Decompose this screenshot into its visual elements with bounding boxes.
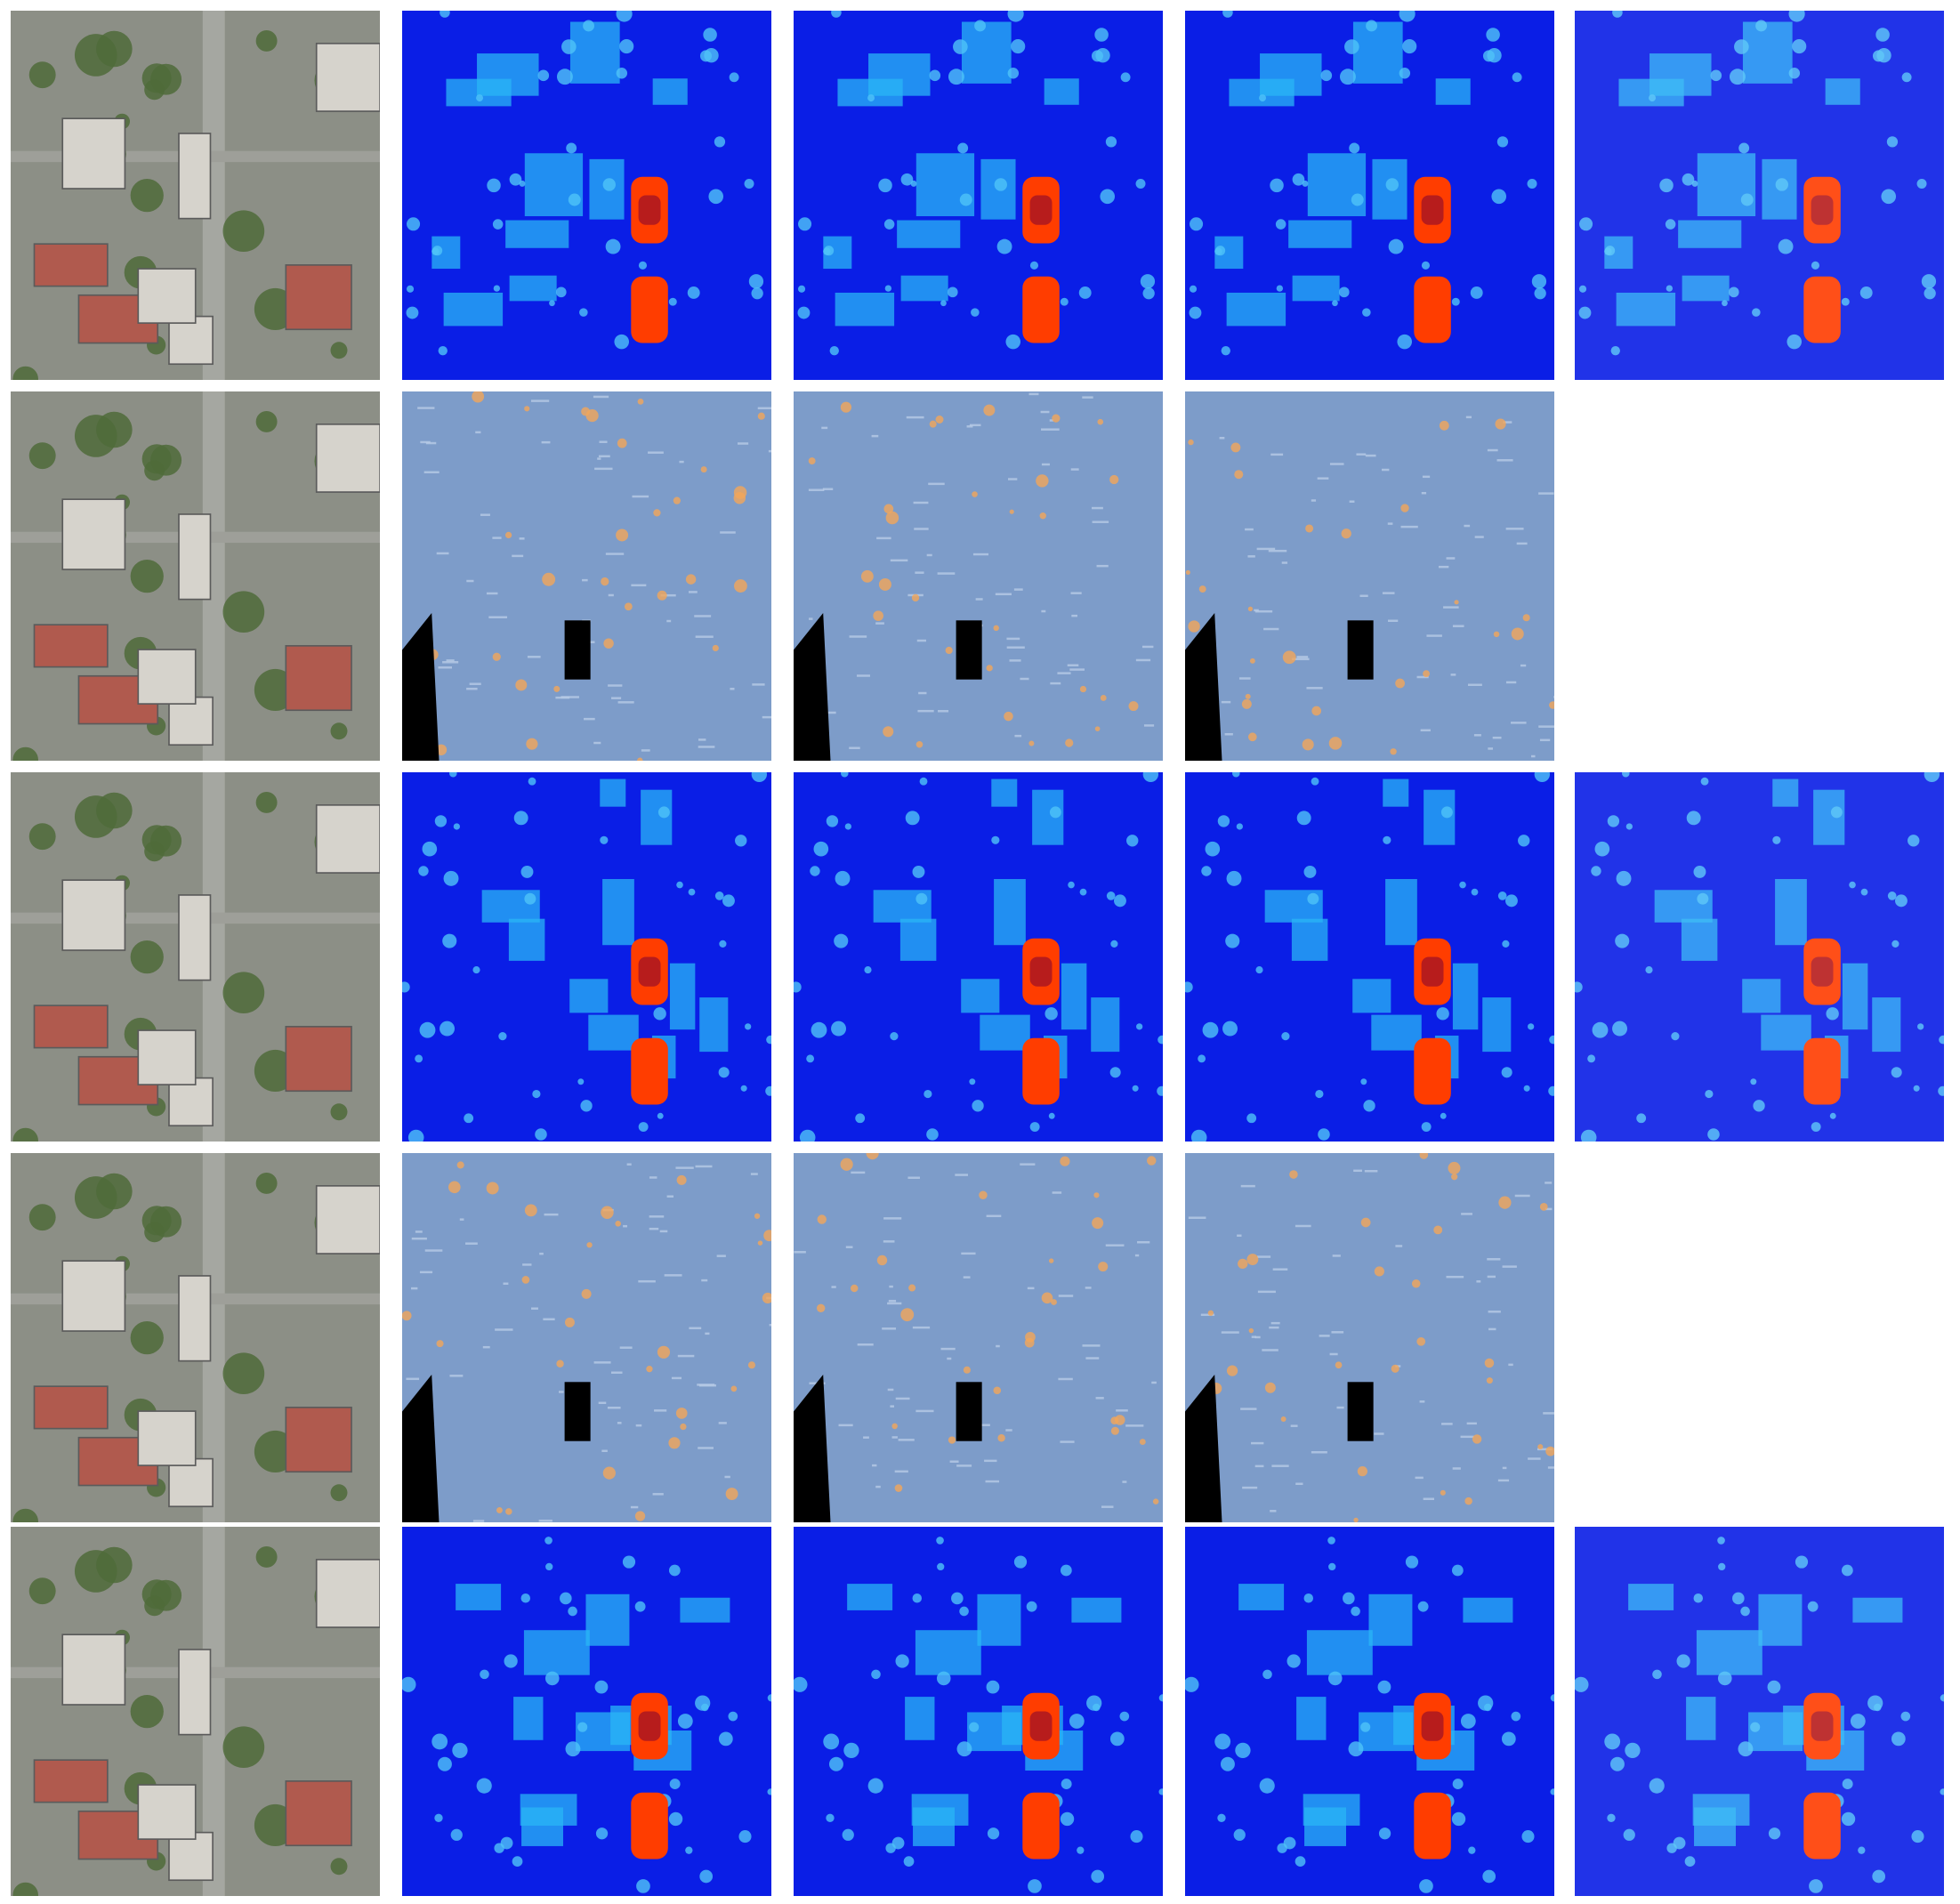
aerial-image (11, 1527, 380, 1896)
aerial-image (11, 772, 380, 1142)
heightmap-panel (1575, 1527, 1944, 1896)
empty-panel (1575, 1153, 1944, 1522)
error-image (402, 1153, 771, 1522)
aerial-image (11, 1153, 380, 1522)
aerial-image (11, 11, 380, 380)
heightmap-image (1575, 772, 1944, 1142)
heightmap-image (1575, 11, 1944, 380)
heightmap-panel (794, 11, 1163, 380)
error-image (794, 1153, 1163, 1522)
heightmap-panel (402, 11, 771, 380)
error-panel (794, 391, 1163, 761)
aerial-panel (11, 1527, 380, 1896)
error-panel (402, 391, 771, 761)
error-image (1185, 391, 1554, 761)
heightmap-image (1185, 1527, 1554, 1896)
heightmap-panel (1575, 11, 1944, 380)
heightmap-image (402, 1527, 771, 1896)
heightmap-image (402, 11, 771, 380)
heightmap-panel (402, 772, 771, 1142)
error-image (794, 391, 1163, 761)
empty-panel (1575, 391, 1944, 761)
error-image (402, 391, 771, 761)
error-panel (402, 1153, 771, 1522)
error-panel (1185, 1153, 1554, 1522)
aerial-panel (11, 1153, 380, 1522)
aerial-panel (11, 391, 380, 761)
error-image (1185, 1153, 1554, 1522)
error-panel (794, 1153, 1163, 1522)
heightmap-image (794, 1527, 1163, 1896)
heightmap-image (794, 11, 1163, 380)
heightmap-panel (1185, 772, 1554, 1142)
heightmap-panel (402, 1527, 771, 1896)
error-panel (1185, 391, 1554, 761)
heightmap-panel (794, 772, 1163, 1142)
heightmap-panel (1575, 772, 1944, 1142)
aerial-panel (11, 11, 380, 380)
heightmap-panel (1185, 1527, 1554, 1896)
heightmap-image (402, 772, 771, 1142)
aerial-panel (11, 772, 380, 1142)
heightmap-image (794, 772, 1163, 1142)
heightmap-panel (1185, 11, 1554, 380)
heightmap-image (1185, 11, 1554, 380)
aerial-image (11, 391, 380, 761)
heightmap-panel (794, 1527, 1163, 1896)
heightmap-image (1185, 772, 1554, 1142)
heightmap-image (1575, 1527, 1944, 1896)
